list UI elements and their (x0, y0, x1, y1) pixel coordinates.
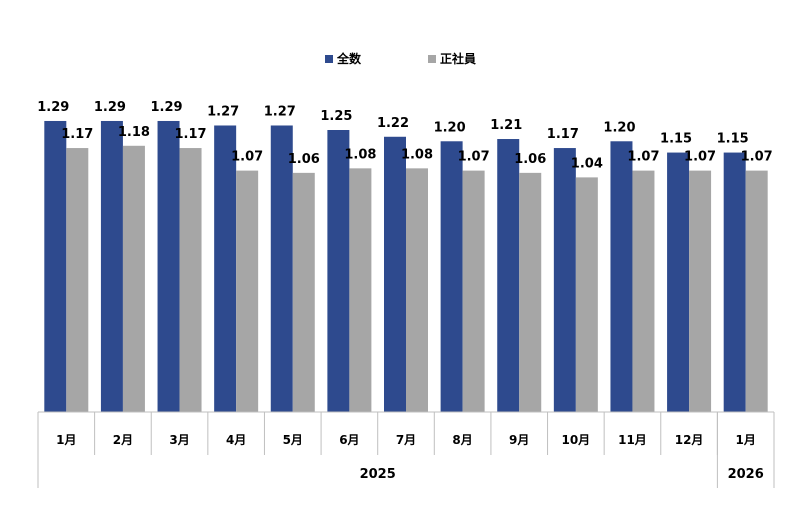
bar-series0-2 (157, 120, 180, 412)
bar-series1-12 (745, 170, 768, 412)
value-label-series1-11: 1.07 (684, 150, 716, 165)
legend-label-0: 全数 (336, 51, 362, 66)
value-label-series1-9: 1.04 (571, 156, 603, 171)
legend-swatch-1 (428, 55, 436, 63)
value-labels-group: 1.291.171.291.181.291.171.271.071.271.06… (37, 100, 772, 171)
value-label-series0-5: 1.25 (320, 109, 352, 124)
value-label-series0-7: 1.20 (434, 120, 466, 135)
bar-series1-0 (66, 148, 89, 412)
bar-series0-10 (610, 141, 633, 412)
bar-series0-5 (327, 130, 350, 412)
bar-series0-6 (384, 136, 406, 412)
bars-group (44, 120, 768, 413)
bar-series1-5 (349, 168, 372, 412)
bar-series0-3 (214, 125, 237, 412)
bar-series0-11 (667, 152, 690, 412)
bar-series1-8 (519, 172, 542, 412)
bar-series1-2 (179, 148, 202, 412)
value-label-series1-8: 1.06 (514, 152, 546, 167)
value-label-series0-4: 1.27 (264, 104, 296, 119)
value-label-series1-10: 1.07 (627, 150, 659, 165)
value-label-series0-3: 1.27 (207, 104, 239, 119)
bar-series0-1 (100, 120, 123, 412)
bar-series1-3 (236, 170, 259, 412)
bar-series1-7 (462, 170, 485, 412)
value-label-series1-4: 1.06 (288, 152, 320, 167)
bar-series0-12 (723, 152, 746, 412)
legend: 全数 正社員 (325, 51, 476, 66)
bar-series0-8 (497, 139, 520, 413)
category-label-9: 10月 (561, 433, 590, 447)
value-label-series1-6: 1.08 (401, 147, 433, 162)
year-label-1: 2026 (728, 467, 764, 482)
category-label-7: 8月 (452, 433, 472, 447)
bar-series0-7 (440, 141, 463, 412)
value-label-series1-0: 1.17 (61, 127, 93, 142)
category-label-0: 1月 (56, 433, 76, 447)
bar-series0-4 (270, 125, 293, 412)
category-label-6: 7月 (396, 433, 416, 447)
bar-series0-0 (44, 120, 67, 412)
bar-series1-9 (575, 177, 598, 412)
value-label-series1-12: 1.07 (741, 150, 773, 165)
x-axis: 1月 2月 3月 4月 5月 6月 7月 8月 9月 10月 11月 12月 1月 2025 2026 (37, 411, 775, 488)
value-label-series0-12: 1.15 (717, 132, 749, 147)
value-label-series0-6: 1.22 (377, 116, 409, 131)
value-label-series0-0: 1.29 (37, 100, 69, 115)
category-label-3: 4月 (226, 433, 246, 447)
category-label-2: 3月 (169, 433, 189, 447)
category-label-5: 6月 (339, 433, 359, 447)
bar-series1-10 (632, 170, 655, 412)
category-label-8: 9月 (509, 433, 529, 447)
bar-series0-9 (553, 148, 576, 412)
value-label-series0-10: 1.20 (603, 120, 635, 135)
value-label-series0-8: 1.21 (490, 118, 522, 133)
value-label-series0-11: 1.15 (660, 132, 692, 147)
legend-swatch-0 (325, 55, 333, 63)
category-label-10: 11月 (618, 433, 647, 447)
value-label-series0-9: 1.17 (547, 127, 579, 142)
value-label-series1-2: 1.17 (174, 127, 206, 142)
value-label-series1-3: 1.07 (231, 150, 263, 165)
value-label-series0-2: 1.29 (150, 100, 182, 115)
bar-series1-11 (689, 170, 712, 412)
category-label-11: 12月 (675, 433, 704, 447)
bar-series1-1 (122, 145, 145, 413)
value-label-series1-1: 1.18 (118, 125, 150, 140)
category-label-12: 1月 (736, 433, 756, 447)
category-label-1: 2月 (113, 433, 133, 447)
legend-label-1: 正社員 (440, 51, 476, 66)
value-label-series1-5: 1.08 (344, 147, 376, 162)
value-label-series1-7: 1.07 (458, 150, 490, 165)
bar-series1-4 (292, 172, 315, 412)
year-label-0: 2025 (360, 467, 396, 482)
bar-series1-6 (406, 168, 428, 412)
value-label-series0-1: 1.29 (94, 100, 126, 115)
category-label-4: 5月 (283, 433, 303, 447)
